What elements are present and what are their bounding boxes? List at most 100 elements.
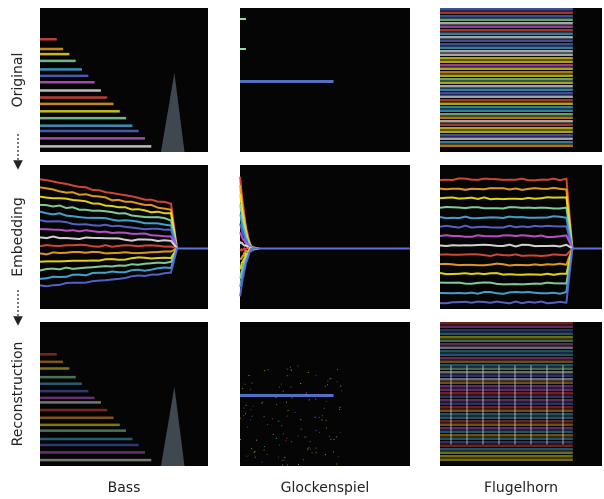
stripe xyxy=(40,424,120,427)
noise xyxy=(252,382,253,383)
noise xyxy=(240,439,241,440)
stripe xyxy=(40,130,139,133)
stripe xyxy=(440,145,573,148)
stripe xyxy=(440,68,573,71)
panel xyxy=(440,165,602,309)
stripe xyxy=(440,389,573,392)
column-streak xyxy=(450,365,452,444)
stripe xyxy=(440,368,573,371)
stripe xyxy=(40,137,145,140)
row-label: Embedding xyxy=(10,197,26,276)
stripe xyxy=(440,43,573,46)
stripe xyxy=(40,459,151,462)
noise xyxy=(340,407,341,408)
stripe xyxy=(440,50,573,53)
noise xyxy=(326,401,327,402)
page: OriginalEmbeddingReconstructionBassGlock… xyxy=(0,0,604,499)
panel xyxy=(40,322,208,466)
stripe xyxy=(440,329,573,332)
noise xyxy=(325,386,326,387)
stripe xyxy=(440,92,573,95)
noise xyxy=(287,369,288,370)
stripe xyxy=(440,131,573,134)
stripe xyxy=(240,48,246,50)
noise xyxy=(292,397,293,398)
stripe xyxy=(240,80,334,83)
noise xyxy=(326,420,327,421)
noise xyxy=(253,406,254,407)
stripe xyxy=(440,33,573,36)
stripe xyxy=(440,26,573,29)
stripe xyxy=(440,117,573,120)
stripe xyxy=(440,96,573,99)
column-label: Flugelhorn xyxy=(484,480,558,496)
stripe xyxy=(440,85,573,88)
noise xyxy=(315,399,316,400)
stripe xyxy=(440,78,573,81)
stripe xyxy=(440,106,573,109)
noise xyxy=(308,372,309,373)
stripe xyxy=(440,103,573,106)
stripe xyxy=(440,75,573,78)
noise xyxy=(341,391,342,392)
stripe xyxy=(440,124,573,127)
noise xyxy=(287,465,288,466)
stripe xyxy=(440,452,573,455)
stripe xyxy=(440,347,573,350)
panel xyxy=(240,165,410,309)
stripe xyxy=(440,403,573,406)
noise xyxy=(264,446,265,447)
noise xyxy=(319,417,320,418)
noise xyxy=(312,452,313,453)
stripe xyxy=(240,18,246,20)
stripe xyxy=(40,60,76,63)
stripe xyxy=(40,124,132,127)
noise xyxy=(333,451,334,452)
noise xyxy=(251,448,252,449)
noise xyxy=(337,369,338,370)
stripe xyxy=(440,333,573,336)
column-label: Glockenspiel xyxy=(281,480,370,496)
noise xyxy=(308,448,309,449)
panel xyxy=(40,165,208,309)
stripe xyxy=(40,409,107,412)
stripe xyxy=(440,434,573,437)
noise xyxy=(326,428,327,429)
stripe xyxy=(440,54,573,57)
noise xyxy=(283,433,284,434)
panel xyxy=(240,322,410,466)
column-streak xyxy=(482,365,484,444)
panel xyxy=(440,322,602,466)
noise xyxy=(264,370,265,371)
noise xyxy=(245,413,246,414)
noise xyxy=(262,402,263,403)
stripe xyxy=(440,15,573,18)
stripe xyxy=(440,375,573,378)
noise xyxy=(330,378,331,379)
stripe xyxy=(40,96,107,99)
stripe xyxy=(40,390,88,393)
stripe xyxy=(440,364,573,367)
noise xyxy=(298,436,299,437)
noise xyxy=(300,383,301,384)
stripe xyxy=(40,75,88,78)
stripe xyxy=(440,82,573,85)
stripe xyxy=(440,12,573,15)
stripe xyxy=(440,413,573,416)
stripe xyxy=(440,410,573,413)
stripe xyxy=(40,53,69,56)
noise xyxy=(244,408,245,409)
noise xyxy=(329,379,330,380)
noise xyxy=(337,381,338,382)
noise xyxy=(306,393,307,394)
noise xyxy=(282,465,283,466)
row-label: Reconstruction xyxy=(10,342,26,447)
noise xyxy=(310,441,311,442)
noise xyxy=(340,386,341,387)
noise xyxy=(290,367,291,368)
noise xyxy=(306,392,307,393)
noise xyxy=(286,440,287,441)
stripe xyxy=(40,89,101,92)
noise xyxy=(298,464,299,465)
noise xyxy=(305,436,306,437)
